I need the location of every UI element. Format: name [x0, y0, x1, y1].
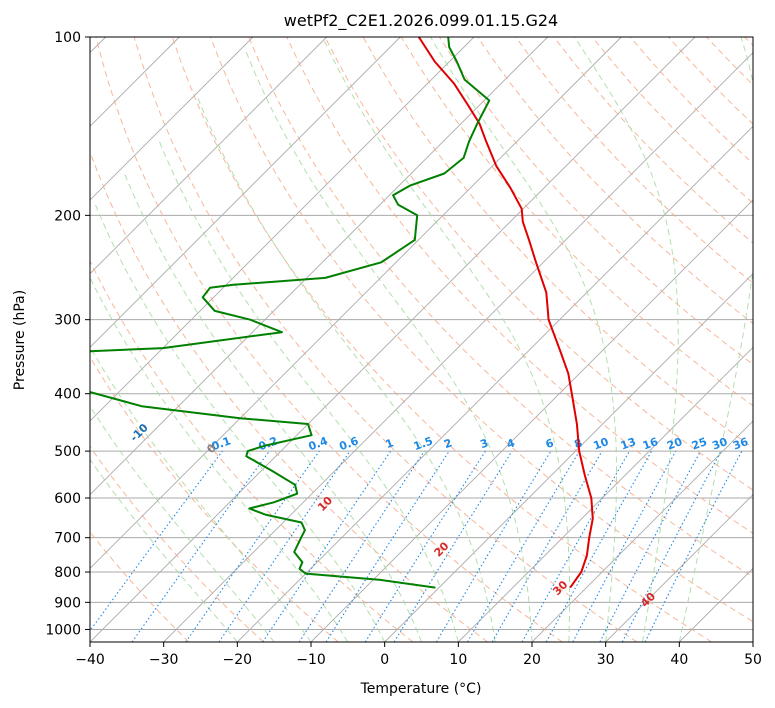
y-tick-label: 400 [54, 387, 81, 403]
plot-frame [89, 36, 754, 643]
dry-adiabat [90, 445, 264, 642]
mixing-ratio-line [185, 450, 320, 642]
dry-adiabats [90, 37, 753, 642]
y-tick-label: 100 [54, 30, 81, 46]
dry-adiabat [90, 259, 414, 642]
mixing-ratio-label: 1 [384, 436, 396, 451]
mixing-ratio-label: 1.5 [412, 434, 435, 453]
dry-adiabat [324, 37, 753, 491]
y-axis-ticks: 100 200 300 400 500 600 700 800 900 1000 [45, 30, 90, 638]
mixing-ratio-line [131, 450, 270, 642]
isotherm--30 [163, 52, 753, 642]
x-axis-ticks: −40 −30 −20 −10 0 10 20 30 40 50 [75, 642, 762, 668]
moist-adiabat [430, 37, 617, 642]
moist-adiabat [574, 37, 679, 642]
y-tick-label: 1000 [45, 622, 81, 638]
mixing-ratio-label: 0.2 [257, 434, 280, 453]
mixing-ratio-line [572, 450, 677, 642]
dry-adiabat [95, 37, 563, 642]
x-axis-label: Temperature (°C) [360, 681, 482, 697]
isotherm--90 [90, 37, 327, 275]
x-tick-label: 30 [597, 652, 615, 668]
isotherm-10 [458, 346, 753, 642]
x-tick-label: −30 [149, 652, 179, 668]
mixing-ratio-label: 20 [665, 435, 684, 453]
mixing-ratio-label: 6 [544, 436, 556, 451]
isotherm-0 [384, 273, 753, 642]
moist-adiabat [244, 49, 533, 642]
moist-adiabat [124, 173, 422, 642]
mixing-ratio-label: 4 [505, 436, 517, 451]
dry-adiabat [515, 37, 753, 284]
dry-adiabat [210, 37, 753, 623]
dry-adiabat [90, 356, 339, 642]
x-tick-label: −20 [223, 652, 253, 668]
x-tick-label: 10 [449, 652, 467, 668]
dry-adiabat [248, 37, 753, 578]
mixing-ratio-label: 0.4 [307, 434, 330, 453]
isotherm--60 [90, 37, 548, 496]
y-tick-label: 900 [54, 595, 81, 611]
mixing-ratio-line [521, 450, 630, 642]
y-tick-label: 600 [54, 491, 81, 507]
dry-adiabat [133, 37, 638, 642]
isotherm-30 [605, 494, 753, 642]
x-tick-label: 50 [744, 652, 762, 668]
y-tick-label: 200 [54, 208, 81, 224]
mixing-ratio-line [298, 450, 425, 642]
y-tick-label: 800 [54, 565, 81, 581]
mixing-ratio-label: 2 [442, 436, 454, 451]
isotherm--70 [90, 37, 475, 422]
isotherm--80 [90, 37, 401, 348]
mixing-ratio-line [644, 450, 743, 642]
isotherm--100 [90, 37, 254, 201]
moist-adiabat [158, 141, 459, 642]
mixing-ratio-label: 10 [592, 435, 611, 453]
x-tick-label: −40 [75, 652, 105, 668]
dry-adiabat [171, 37, 712, 642]
moist-adiabat [322, 37, 571, 642]
mixing-ratio-label: 13 [619, 435, 638, 452]
dry-adiabat [286, 37, 753, 534]
isotherm--50 [90, 37, 622, 569]
mixing-ratio-label: 3 [478, 436, 490, 451]
x-tick-label: −10 [296, 652, 326, 668]
x-tick-label: 0 [380, 652, 389, 668]
moist-adiabat [90, 345, 312, 642]
mixing-ratio-line [393, 450, 513, 642]
y-tick-label: 500 [54, 444, 81, 460]
isotherm--20 [237, 125, 753, 642]
mixing-ratio-line [325, 450, 450, 642]
mixing-ratio-line [545, 450, 653, 642]
y-axis-label: Pressure (hPa) [12, 290, 28, 390]
dewpoint-trace [90, 37, 491, 589]
x-tick-label: 40 [670, 652, 688, 668]
mixing-ratio-lines [90, 450, 743, 642]
mixing-ratio-label: 25 [690, 435, 709, 452]
x-tick-label: 20 [523, 652, 541, 668]
mixing-ratio-label: 36 [731, 435, 750, 453]
mixing-ratio-label: 30 [710, 435, 729, 453]
temperature-trace [417, 37, 594, 589]
moist-adiabat [678, 37, 753, 642]
y-tick-label: 700 [54, 531, 81, 547]
isotherm-20 [531, 420, 753, 642]
mixing-ratio-label: 0.1 [210, 434, 233, 453]
chart-title: wetPf2_C2E1.2026.099.01.15.G24 [284, 11, 558, 31]
moist-adiabat [195, 94, 496, 642]
mixing-ratio-line [90, 450, 223, 632]
mixing-ratio-line [262, 450, 392, 642]
mixing-ratio-label: 16 [641, 435, 660, 453]
mixing-ratio-label: 0.6 [338, 434, 361, 453]
mixing-ratio-line [218, 450, 351, 642]
sounding-traces [90, 37, 594, 589]
y-tick-label: 300 [54, 313, 81, 329]
